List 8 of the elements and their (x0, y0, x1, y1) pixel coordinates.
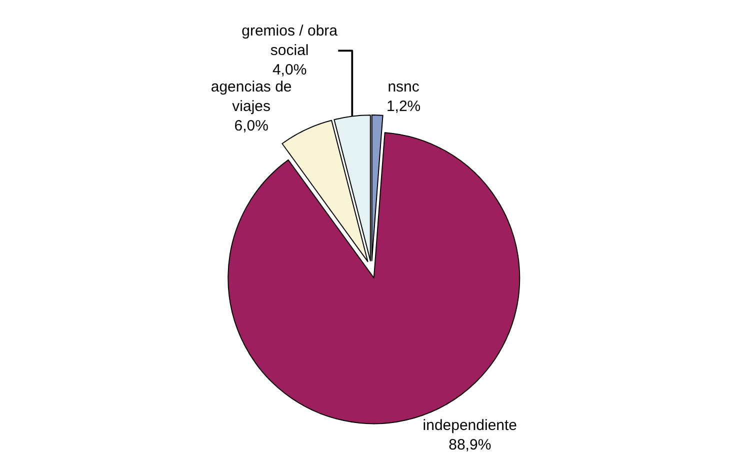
data-label: 1,2% (386, 98, 421, 116)
slice-label: agencias de viajes (210, 78, 292, 116)
slice-label: gremios / obra social (242, 22, 338, 60)
slice-label: nsnc (388, 78, 420, 96)
data-label: 6,0% (234, 118, 268, 135)
data-label: 88,9% (448, 436, 492, 454)
slice-label: independiente (422, 416, 518, 434)
data-label: 4,0% (272, 62, 307, 79)
